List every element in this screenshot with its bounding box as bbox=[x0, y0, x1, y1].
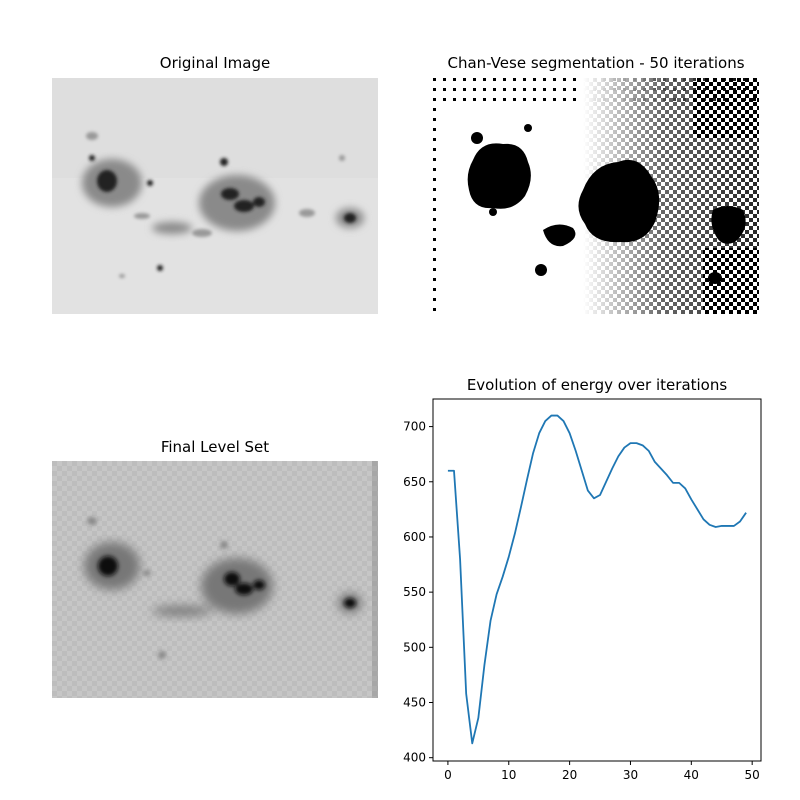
plot-frame bbox=[432, 398, 762, 762]
original-image-title: Original Image bbox=[159, 54, 271, 72]
energy-series-line bbox=[447, 414, 747, 745]
x-tick-label: 40 bbox=[684, 768, 699, 782]
x-tick-label: 10 bbox=[501, 768, 516, 782]
x-tick-label: 50 bbox=[745, 768, 760, 782]
x-tick-label: 20 bbox=[562, 768, 577, 782]
level-set-image bbox=[52, 461, 378, 698]
segmentation-image bbox=[433, 78, 759, 314]
y-tick-label: 700 bbox=[403, 420, 426, 434]
y-tick-label: 400 bbox=[403, 751, 426, 765]
y-tick-label: 650 bbox=[403, 475, 426, 489]
original-image bbox=[52, 78, 378, 314]
y-tick-label: 500 bbox=[403, 640, 426, 654]
level-set-title: Final Level Set bbox=[160, 438, 270, 456]
chart-title: Evolution of energy over iterations bbox=[466, 376, 728, 394]
x-tick-label: 30 bbox=[623, 768, 638, 782]
segmentation-title: Chan-Vese segmentation - 50 iterations bbox=[447, 54, 745, 72]
y-tick-label: 600 bbox=[403, 530, 426, 544]
y-tick-label: 450 bbox=[403, 696, 426, 710]
x-tick-label: 0 bbox=[444, 768, 452, 782]
y-tick-label: 550 bbox=[403, 585, 426, 599]
